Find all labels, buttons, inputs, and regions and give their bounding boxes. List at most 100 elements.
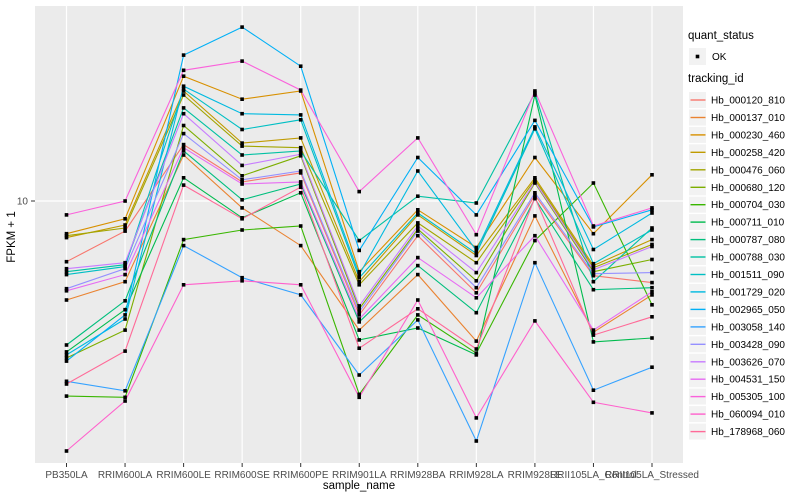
x-axis: PB350LA RRIM600LA RRIM600LE RRIM600SE RRIM60…	[45, 463, 699, 481]
x-tick-label: RRIM928BA	[390, 470, 446, 481]
data-point-Hb_000137_010	[474, 339, 479, 343]
data-point-Hb_004531_150	[474, 296, 479, 300]
data-point-Hb_003428_090	[416, 229, 420, 233]
data-point-Hb_001511_090	[533, 127, 537, 131]
data-point-Hb_000680_120	[181, 123, 186, 128]
data-point-Hb_000711_010	[181, 176, 186, 180]
data-point-Hb_001511_090	[357, 275, 361, 280]
data-point-Hb_003428_090	[181, 131, 186, 136]
legend-title-quant-status: quant_status	[688, 30, 754, 42]
data-point-Hb_002965_050	[123, 313, 127, 317]
data-point-Hb_001511_090	[181, 87, 186, 91]
y-axis-title: FPKM + 1	[6, 211, 18, 263]
data-point-Hb_003058_140	[240, 275, 244, 280]
data-point-Hb_000788_030	[416, 194, 420, 198]
data-point-Hb_000137_010	[298, 243, 303, 248]
data-point-Hb_000258_420	[298, 136, 303, 140]
data-point-Hb_003626_070	[357, 304, 361, 308]
data-point-Hb_001729_020	[240, 111, 244, 116]
y-tick-label: 10	[17, 197, 29, 208]
data-point-Hb_003058_140	[123, 389, 127, 393]
data-point-Hb_000230_460	[357, 269, 361, 274]
data-point-Hb_000120_810	[357, 313, 361, 317]
data-point-Hb_000258_420	[416, 213, 420, 217]
data-point-Hb_000704_030	[591, 181, 596, 185]
data-point-Hb_002965_050	[64, 359, 69, 363]
legend-label-ok: OK	[712, 52, 727, 63]
data-point-Hb_060094_010	[64, 449, 69, 453]
data-point-Hb_002965_050	[298, 64, 303, 68]
data-point-Hb_003428_090	[533, 191, 537, 195]
y-axis: 10	[17, 197, 35, 208]
data-point-Hb_000137_010	[591, 330, 596, 334]
data-point-Hb_178968_060	[650, 315, 654, 319]
data-point-Hb_000704_030	[123, 395, 127, 400]
data-point-Hb_003058_140	[357, 373, 361, 377]
legend-label-Hb_003626_070: Hb_003626_070	[711, 357, 785, 368]
data-point-Hb_000137_010	[64, 298, 69, 302]
x-axis-title: sample_name	[322, 480, 396, 492]
legend-label-Hb_000137_010: Hb_000137_010	[711, 113, 785, 124]
data-point-Hb_000704_030	[650, 303, 654, 307]
data-point-Hb_000680_120	[123, 328, 127, 332]
data-point-Hb_005305_100	[650, 206, 654, 210]
series-points	[64, 25, 654, 453]
x-tick-label: RRIM600LA	[98, 470, 153, 481]
data-point-Hb_003428_090	[357, 310, 361, 314]
data-point-Hb_000711_010	[357, 338, 361, 342]
data-point-Hb_000476_060	[64, 233, 69, 238]
data-point-Hb_000788_030	[181, 106, 186, 110]
data-point-Hb_004531_150	[240, 182, 244, 186]
data-point-Hb_000230_460	[64, 231, 69, 236]
data-point-Hb_005305_100	[474, 232, 479, 237]
data-point-Hb_060094_010	[298, 283, 303, 287]
data-point-Hb_003058_140	[474, 439, 479, 443]
data-point-Hb_000258_420	[533, 176, 537, 180]
data-point-Hb_003626_070	[533, 180, 537, 184]
data-point-Hb_000704_030	[416, 313, 420, 317]
data-point-Hb_000787_080	[298, 182, 303, 186]
data-point-Hb_002965_050	[474, 213, 479, 217]
data-point-Hb_000137_010	[650, 293, 654, 297]
data-point-Hb_000787_080	[474, 310, 479, 315]
data-point-Hb_003058_140	[416, 318, 420, 322]
data-point-Hb_001511_090	[591, 261, 596, 266]
legend-label-Hb_001511_090: Hb_001511_090	[711, 270, 785, 281]
data-point-Hb_000476_060	[240, 144, 244, 148]
data-point-Hb_000788_030	[357, 238, 361, 243]
data-point-Hb_000704_030	[240, 228, 244, 232]
legend-label-Hb_060094_010: Hb_060094_010	[711, 410, 785, 421]
data-point-Hb_000704_030	[181, 237, 186, 242]
x-tick-label: PB350LA	[45, 470, 88, 481]
data-point-Hb_060094_010	[533, 319, 537, 323]
data-point-Hb_003428_090	[240, 178, 244, 182]
data-point-Hb_003428_090	[591, 271, 596, 276]
data-point-Hb_003058_140	[591, 388, 596, 392]
data-point-Hb_000787_080	[357, 320, 361, 324]
data-point-Hb_000680_120	[591, 269, 596, 274]
data-point-Hb_000137_010	[123, 279, 127, 284]
data-point-Hb_000258_420	[181, 89, 186, 93]
data-point-Hb_000680_120	[474, 279, 479, 283]
data-point-Hb_000230_460	[416, 208, 420, 212]
data-point-Hb_178968_060	[240, 217, 244, 221]
data-point-Hb_000476_060	[474, 260, 479, 265]
legend-label-Hb_004531_150: Hb_004531_150	[711, 375, 785, 386]
data-point-Hb_178968_060	[416, 307, 420, 311]
data-point-Hb_000230_460	[240, 97, 244, 101]
data-point-Hb_005305_100	[357, 189, 361, 194]
legend-label-Hb_003428_090: Hb_003428_090	[711, 340, 785, 351]
data-point-Hb_001729_020	[416, 169, 420, 173]
data-point-Hb_000120_810	[533, 193, 537, 197]
data-point-Hb_178968_060	[474, 347, 479, 351]
data-point-Hb_000120_810	[416, 233, 420, 238]
data-point-Hb_178968_060	[181, 183, 186, 187]
data-point-Hb_000230_460	[181, 74, 186, 78]
data-point-Hb_000680_120	[357, 307, 361, 311]
data-point-Hb_178968_060	[533, 195, 537, 200]
data-point-Hb_000258_420	[474, 253, 479, 258]
data-point-Hb_000230_460	[591, 231, 596, 236]
data-point-Hb_001511_090	[240, 127, 244, 132]
data-point-Hb_000788_030	[533, 91, 537, 95]
data-point-Hb_001511_090	[416, 211, 420, 215]
